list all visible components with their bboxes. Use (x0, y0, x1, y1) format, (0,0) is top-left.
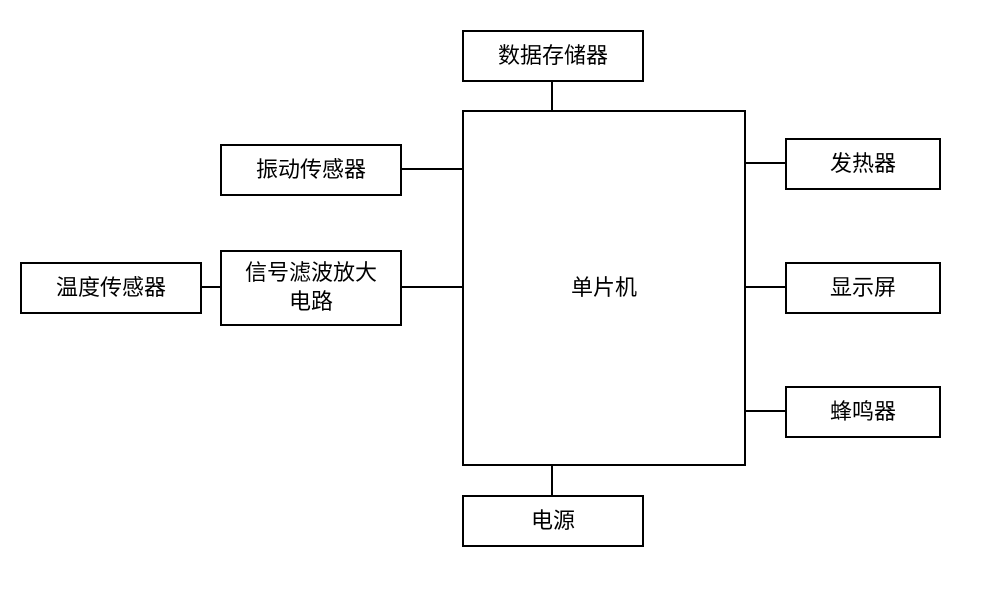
node-label: 显示屏 (830, 274, 896, 303)
node-display: 显示屏 (785, 262, 941, 314)
node-vibration-sensor: 振动传感器 (220, 144, 402, 196)
node-label: 信号滤波放大 电路 (245, 259, 377, 316)
node-filter-amp: 信号滤波放大 电路 (220, 250, 402, 326)
node-label: 振动传感器 (256, 156, 366, 185)
node-mcu: 单片机 (462, 110, 746, 466)
node-data-storage: 数据存储器 (462, 30, 644, 82)
node-temperature-sensor: 温度传感器 (20, 262, 202, 314)
edge (551, 82, 553, 110)
node-heater: 发热器 (785, 138, 941, 190)
node-label: 单片机 (571, 274, 637, 303)
node-label: 发热器 (830, 150, 896, 179)
node-power: 电源 (462, 495, 644, 547)
edge (202, 286, 220, 288)
node-label: 温度传感器 (56, 274, 166, 303)
node-label: 蜂鸣器 (830, 398, 896, 427)
node-label: 电源 (531, 507, 575, 536)
edge (402, 168, 462, 170)
node-label: 数据存储器 (498, 42, 608, 71)
edge (746, 162, 785, 164)
edge (746, 410, 785, 412)
edge (402, 286, 462, 288)
edge (746, 286, 785, 288)
node-buzzer: 蜂鸣器 (785, 386, 941, 438)
edge (551, 466, 553, 495)
